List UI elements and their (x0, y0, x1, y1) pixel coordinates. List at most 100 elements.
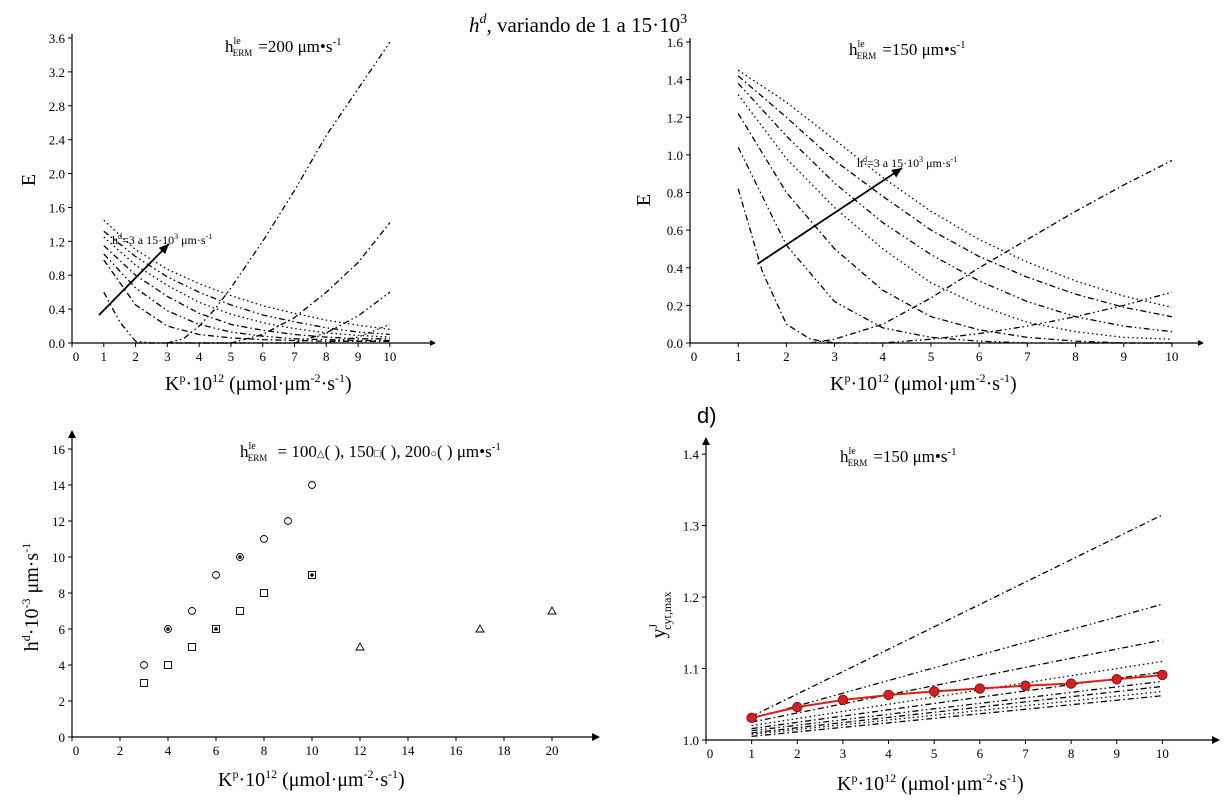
x-axis-label: Kp·1012 (μmol·μm-2·s-1) (218, 767, 405, 791)
chart-panel-b: 0 1 2 3 4 5 6 7 8 9 100.00.20.40.60.81.01.21.41.6K… (633, 35, 1204, 395)
x-label-base: K (218, 769, 233, 791)
annotation-sub: ERM (848, 458, 868, 468)
annotation-part2: ( ), 200 (381, 442, 431, 461)
x-label-unit-exp: -2 (976, 371, 986, 385)
scatter-point-circle (212, 571, 220, 579)
y-axis-label: hd·10-3 μm·s-1 (19, 543, 43, 651)
x-tick-label: 12 (354, 743, 367, 758)
y-tick-label: 4 (59, 658, 66, 673)
annotation-symbol: h (225, 37, 234, 56)
x-tick-label: 9 (355, 349, 362, 364)
highlight-point (746, 712, 757, 724)
series-line-4 (737, 94, 1172, 340)
y-label-exp: -3 (19, 599, 33, 609)
highlight-point (928, 686, 940, 697)
y-tick-label: 0.6 (667, 223, 684, 238)
x-tick-label: 9 (1113, 746, 1120, 761)
annotation-sup: le (234, 36, 242, 47)
x-label-unit: (μmol·μm (224, 373, 311, 395)
arrow-label-exp: 3 (919, 155, 923, 164)
x-tick-label: 14 (402, 743, 416, 758)
arrow-label-exp: 3 (174, 232, 178, 241)
scatter-overlap-dot (310, 573, 314, 577)
y-tick-label: 1.4 (667, 73, 684, 88)
trend-arrow (756, 167, 903, 265)
y-tick-label: 2.4 (49, 133, 66, 148)
series-line-1 (751, 514, 1163, 717)
annotation-sup: le (249, 441, 257, 452)
x-tick-label: 10 (1165, 349, 1178, 364)
annotation: hle ERM =200 μm•s-1 (225, 36, 342, 58)
trend-arrowhead (891, 168, 903, 178)
x-label-mid: ·10 (850, 373, 877, 395)
arrow-label-unit: μm·s (178, 233, 206, 247)
scatter-point-square (212, 625, 220, 633)
x-tick-label: 6 (976, 349, 983, 364)
scatter-point-circle (140, 661, 148, 669)
marker-square-symbol: □ (374, 448, 381, 460)
highlight-point (1111, 674, 1122, 685)
x-axis-label: Kp·1012 (μmol·μm-2·s-1) (830, 371, 1017, 395)
annotation-exp: -1 (947, 446, 956, 458)
chart-panel-a: 0 1 2 3 4 5 6 7 8 9 100.00.40.81.21.62.02.42.83.23… (18, 31, 436, 395)
x-tick-label: 4 (196, 349, 203, 364)
annotation-exp: -1 (956, 39, 965, 51)
series-line-5 (103, 230, 390, 336)
x-tick-label: 8 (261, 743, 268, 758)
x-label-exp: 12 (884, 771, 896, 785)
y-tick-label: 1.1 (683, 662, 699, 677)
y-tick-label: 0.8 (49, 268, 65, 283)
annotation: hle ERM =150 μm•s-1 (849, 39, 966, 61)
y-label-base: y (648, 629, 670, 639)
scatter-point-circle (236, 553, 244, 561)
y-tick-label: 1.2 (49, 234, 65, 249)
series-line-7 (751, 685, 1163, 734)
y-tick-label: 1.0 (667, 148, 683, 163)
trend-arrow (98, 243, 170, 316)
series-line-9 (834, 291, 1173, 344)
y-axis-label: yJcyt,max (646, 592, 674, 639)
annotation-symbol: h (840, 447, 849, 466)
x-label-unit: (μmol·μm (889, 373, 976, 395)
arrow-label-unit-exp: -1 (206, 232, 213, 241)
x-axis-arrowhead (430, 340, 436, 346)
x-tick-label: 0 (73, 743, 80, 758)
x-axis-label: Kp·1012 (μmol·μm-2·s-1) (837, 771, 1024, 795)
x-label-tail-exp: -1 (335, 371, 345, 385)
y-tick-label: 6 (59, 622, 66, 637)
y-tick-label: 1.2 (667, 110, 683, 125)
series-line-7 (103, 41, 391, 344)
scatter-point-square (188, 643, 196, 651)
scatter-point-square (236, 607, 244, 615)
y-label-sub: cyt,max (660, 592, 674, 630)
series-line-3 (751, 639, 1163, 723)
y-label-unit-exp: -1 (19, 543, 33, 553)
y-tick-label: 16 (52, 442, 66, 457)
y-tick-label: 1.4 (683, 447, 700, 462)
annotation-part3: ( ) μm•s (437, 442, 492, 461)
x-tick-label: 8 (1068, 746, 1075, 761)
y-tick-label: 1.3 (683, 519, 699, 534)
header-text: , variando de 1 a 15·10 (487, 13, 681, 37)
x-tick-label: 7 (1022, 746, 1029, 761)
x-label-unit: (μmol·μm (277, 769, 364, 791)
annotation-sub: ERM (857, 51, 877, 61)
x-tick-label: 20 (546, 743, 559, 758)
annotation-sub: ERM (248, 453, 268, 463)
highlight-line (751, 674, 1163, 719)
x-tick-label: 4 (165, 743, 172, 758)
annotation: hle ERM =150 μm•s-1 (840, 446, 957, 468)
y-label-base: h (21, 641, 43, 651)
y-label-sup: J (646, 624, 660, 629)
y-tick-label: 0.2 (667, 298, 683, 313)
x-tick-label: 9 (1120, 349, 1127, 364)
x-label-mid: ·10 (238, 769, 265, 791)
x-tick-label: 5 (228, 349, 235, 364)
y-tick-label: 2 (59, 694, 66, 709)
x-axis-arrowhead (592, 733, 600, 741)
x-tick-label: 16 (450, 743, 464, 758)
scatter-point-triangle (475, 624, 485, 633)
x-tick-label: 7 (291, 349, 298, 364)
y-tick-label: 0.0 (667, 336, 683, 351)
